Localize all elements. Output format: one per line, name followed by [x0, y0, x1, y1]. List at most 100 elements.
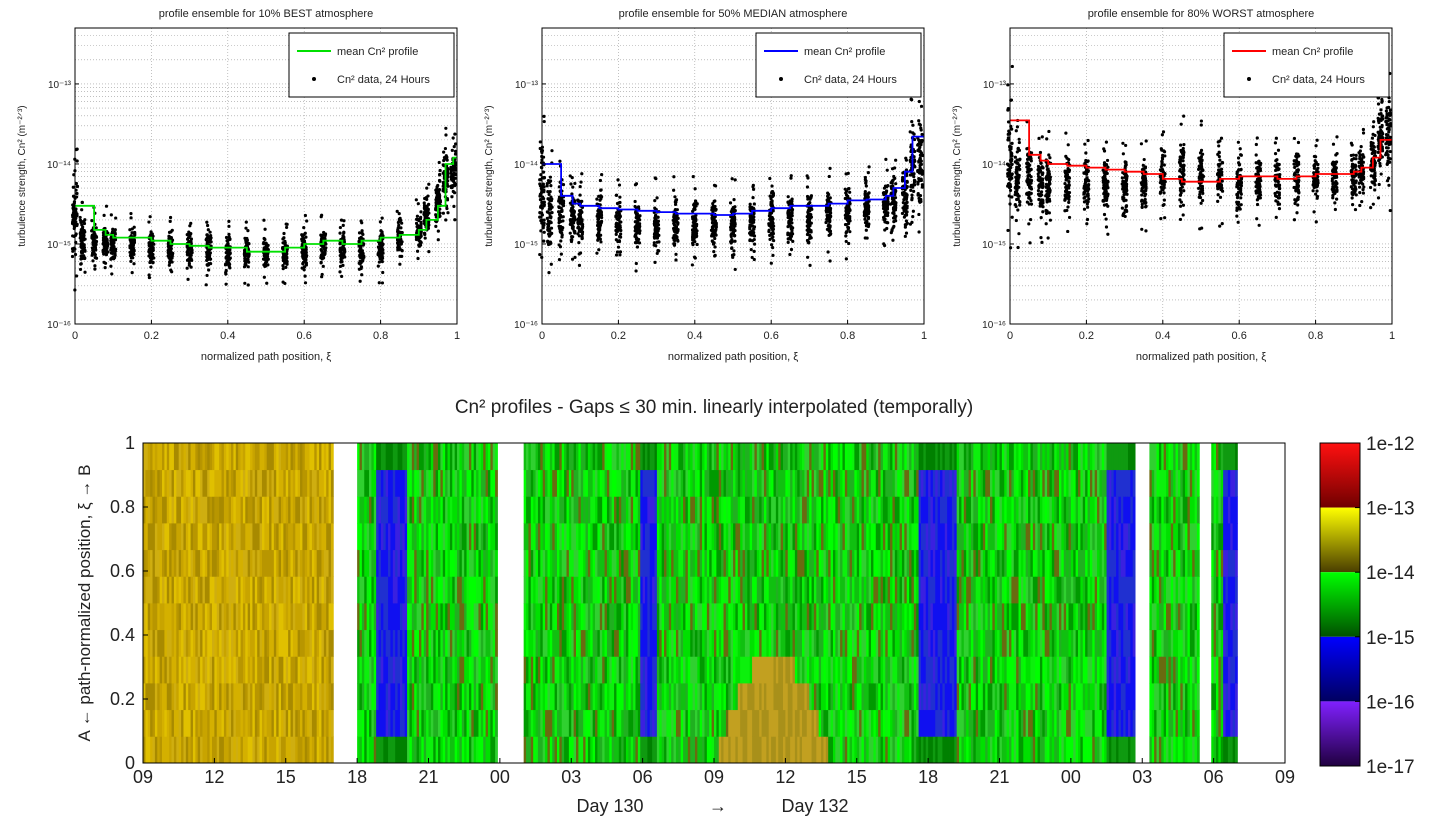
data-point: [1122, 211, 1126, 215]
data-point: [1067, 183, 1071, 187]
data-point: [1006, 83, 1010, 87]
data-point: [655, 251, 659, 256]
data-point: [894, 182, 898, 186]
data-point: [561, 204, 566, 208]
data-point: [246, 255, 251, 259]
data-point: [824, 209, 828, 213]
data-point: [656, 229, 660, 233]
data-point: [1236, 156, 1241, 160]
data-point: [1082, 196, 1086, 200]
data-point: [599, 197, 603, 201]
data-point: [426, 226, 431, 230]
data-point: [713, 219, 718, 223]
data-point: [577, 252, 581, 256]
data-point: [1067, 158, 1071, 162]
data-point: [417, 243, 421, 247]
data-point: [361, 251, 365, 256]
data-point: [78, 218, 83, 222]
data-point: [579, 215, 583, 220]
data-point: [1160, 133, 1164, 137]
data-point: [635, 245, 640, 249]
data-point: [168, 261, 172, 265]
data-point: [1037, 184, 1041, 188]
data-point: [713, 254, 717, 258]
data-point: [673, 242, 677, 246]
data-point: [1121, 152, 1125, 156]
data-point: [1311, 189, 1315, 193]
data-point: [397, 212, 401, 216]
data-point: [911, 123, 915, 127]
data-point: [809, 229, 813, 233]
data-point: [444, 126, 448, 130]
data-point: [1006, 132, 1010, 136]
data-point: [672, 188, 676, 192]
data-point: [110, 251, 115, 256]
data-point: [281, 280, 285, 284]
data-point: [304, 261, 309, 265]
data-point: [824, 220, 828, 225]
data-point: [1220, 222, 1224, 226]
data-point: [920, 132, 924, 137]
data-point: [1235, 202, 1239, 206]
data-point: [319, 215, 323, 219]
data-point: [359, 259, 363, 263]
data-point: [93, 255, 98, 260]
data-point: [1102, 149, 1107, 153]
data-point: [205, 257, 210, 261]
data-point: [1143, 197, 1147, 202]
data-point: [557, 185, 561, 189]
data-point: [900, 177, 905, 182]
worst-atmosphere-chart: 0 0.2 0.4 0.6 0.8 110⁻¹⁶10⁻¹⁵10⁻¹⁴10⁻¹³profil…: [952, 8, 1395, 363]
data-point: [542, 221, 546, 225]
data-point: [789, 225, 793, 229]
data-point: [438, 179, 442, 183]
data-point: [246, 252, 250, 256]
median-atmosphere-chart: 0 0.2 0.4 0.6 0.8 110⁻¹⁶10⁻¹⁵10⁻¹⁴10⁻¹³profil…: [484, 8, 927, 363]
data-point: [111, 255, 116, 259]
data-point: [885, 185, 889, 189]
data-point: [863, 193, 867, 197]
data-point: [910, 198, 914, 202]
data-point: [1273, 191, 1277, 196]
data-point: [750, 255, 754, 260]
data-point: [132, 225, 136, 229]
data-point: [1200, 186, 1205, 191]
data-point: [693, 222, 697, 226]
data-point: [691, 234, 695, 238]
data-point: [1159, 147, 1163, 151]
data-point: [111, 227, 115, 231]
data-point: [882, 210, 887, 214]
data-point: [265, 281, 269, 285]
data-point: [1178, 169, 1182, 173]
data-point: [1084, 158, 1088, 163]
data-point: [93, 245, 97, 249]
data-point: [1276, 202, 1280, 206]
data-point: [187, 263, 191, 267]
chart-title: profile ensemble for 50% MEDIAN atmosphe…: [619, 8, 848, 20]
data-point: [170, 238, 175, 242]
data-point: [166, 251, 171, 255]
data-point: [1018, 203, 1022, 207]
data-point: [617, 216, 621, 221]
data-point: [91, 259, 95, 263]
y-tick-label: 10⁻¹³: [48, 80, 72, 91]
data-point: [113, 228, 117, 232]
data-point: [1182, 142, 1186, 147]
data-point: [617, 239, 622, 244]
data-point: [653, 227, 657, 231]
data-point: [538, 194, 542, 198]
data-point: [1028, 185, 1032, 189]
data-point: [166, 248, 170, 253]
data-point: [826, 191, 830, 195]
data-point: [1295, 163, 1299, 167]
data-point: [676, 221, 680, 225]
data-point: [434, 224, 438, 228]
data-point: [110, 272, 114, 276]
data-point: [445, 182, 449, 186]
data-point: [83, 218, 87, 222]
data-point: [894, 219, 898, 223]
data-point: [109, 236, 113, 240]
data-point: [578, 227, 582, 231]
data-point: [186, 253, 190, 257]
data-point: [1161, 186, 1165, 190]
